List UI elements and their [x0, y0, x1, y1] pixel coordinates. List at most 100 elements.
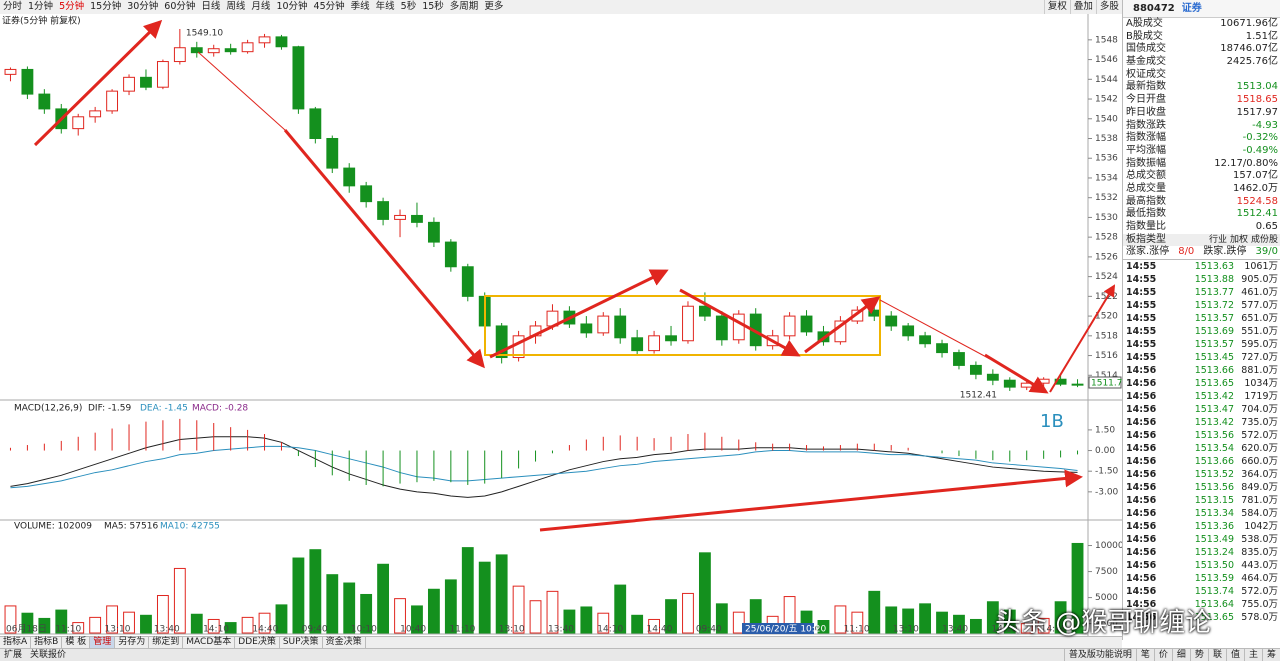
y-tick-label: 1518: [1095, 331, 1118, 341]
stat-value: 1518.65: [1236, 94, 1278, 106]
trade-cell: 14:55: [1126, 352, 1157, 364]
tab[interactable]: 管理: [90, 637, 116, 648]
status-button[interactable]: 主: [1243, 649, 1262, 661]
candle-body: [868, 309, 881, 317]
candle-body: [444, 241, 457, 268]
stat-row: 最低指数 1512.41: [1123, 208, 1280, 221]
candle-body: [1071, 383, 1084, 386]
trade-cell: 14:56: [1126, 430, 1157, 442]
period-button[interactable]: 45分钟: [313, 1, 345, 12]
trade-cell: 14:56: [1126, 495, 1157, 507]
volume-bar: [1071, 542, 1084, 634]
y-tick-label: 1546: [1095, 55, 1118, 65]
trade-row: 14:56 1513.65 578.0万: [1123, 611, 1280, 624]
period-button[interactable]: 年线: [375, 1, 395, 12]
chart-title: VOLUME: 102009: [14, 522, 92, 532]
volume-bar: [241, 616, 254, 634]
tab[interactable]: MACD基本: [183, 637, 236, 648]
tab[interactable]: 模 板: [62, 637, 91, 648]
stat-label: 基金成交: [1126, 56, 1166, 68]
period-button[interactable]: 分时: [3, 1, 23, 12]
stat-value: 1513.04: [1236, 81, 1278, 93]
trade-row: 14:56 1513.24 835.0万: [1123, 546, 1280, 559]
subtab[interactable]: 关联报价: [30, 650, 67, 660]
tab[interactable]: 另存为: [115, 637, 150, 648]
chart-title: 证券(5分钟 前复权): [2, 15, 81, 27]
period-button[interactable]: 多周期: [449, 1, 479, 12]
status-button[interactable]: 联: [1207, 649, 1226, 661]
volume-bar: [326, 574, 339, 634]
stat-label: 权证成交: [1126, 68, 1166, 80]
status-button[interactable]: 价: [1153, 649, 1172, 661]
action-button[interactable]: 叠加: [1069, 0, 1096, 14]
type-option[interactable]: 行业: [1208, 234, 1227, 245]
period-button[interactable]: 15秒: [422, 1, 444, 12]
action-button[interactable]: 复权: [1043, 0, 1070, 14]
volume-bar: [919, 603, 932, 634]
period-button[interactable]: 15分钟: [90, 1, 122, 12]
trade-cell: 1513.66: [1194, 365, 1234, 377]
trade-cell: 1513.64: [1194, 599, 1234, 611]
status-button[interactable]: 势: [1189, 649, 1208, 661]
x-tick-label: 13:40: [548, 625, 574, 635]
volume-bar: [885, 606, 898, 634]
volume-bar: [851, 611, 864, 634]
period-button[interactable]: 10分钟: [276, 1, 308, 12]
period-button[interactable]: 更多: [484, 1, 504, 12]
tab[interactable]: DDE决策: [235, 637, 280, 648]
period-button[interactable]: 月线: [251, 1, 271, 12]
status-button[interactable]: 笔: [1135, 649, 1154, 661]
trade-cell: 14:56: [1126, 391, 1157, 403]
panel-header: 880472 证券: [1123, 0, 1280, 18]
candle-body: [190, 47, 203, 54]
tab[interactable]: 指标B: [31, 637, 63, 648]
tab[interactable]: 指标A: [0, 637, 32, 648]
trade-cell: 14:56: [1126, 456, 1157, 468]
y-tick-label: 5000: [1095, 593, 1118, 603]
macd-line: [10, 436, 1078, 498]
period-button[interactable]: 5秒: [400, 1, 417, 12]
trade-cell: 835.0万: [1241, 547, 1278, 559]
subtab[interactable]: 扩展: [4, 650, 23, 660]
volume-bar: [89, 616, 102, 634]
stat-label: A股成交: [1126, 18, 1163, 29]
trade-cell: 14:55: [1126, 339, 1157, 351]
volume-bar: [986, 601, 999, 634]
x-tick-label: 13:10: [105, 625, 131, 635]
trade-row: 14:55 1513.88 905.0万: [1123, 273, 1280, 286]
volume-bar: [258, 612, 271, 634]
stat-row: 指数涨跌 -4.93: [1123, 120, 1280, 133]
tab[interactable]: SUP决策: [280, 637, 323, 648]
candle-body: [411, 214, 423, 223]
type-option[interactable]: 加权: [1229, 234, 1248, 245]
macd-line: [10, 445, 1078, 489]
period-button[interactable]: 60分钟: [164, 1, 196, 12]
y-tick-label: -3.00: [1095, 487, 1119, 497]
trade-cell: 1513.54: [1194, 443, 1234, 455]
trade-cell: 1719万: [1244, 391, 1278, 403]
period-button[interactable]: 5分钟: [59, 1, 85, 12]
volume-bar: [580, 606, 593, 634]
status-button[interactable]: 值: [1225, 649, 1244, 661]
status-button[interactable]: 细: [1171, 649, 1190, 661]
status-button[interactable]: 普及版功能说明: [1063, 649, 1136, 661]
trade-cell: 14:55: [1126, 326, 1157, 338]
candle-body: [394, 214, 406, 220]
action-button[interactable]: 多股: [1095, 0, 1122, 14]
candle-body: [207, 48, 220, 54]
y-tick-label: 1516: [1095, 351, 1118, 361]
period-button[interactable]: 1分钟: [28, 1, 54, 12]
period-button[interactable]: 季线: [350, 1, 370, 12]
type-option[interactable]: 成份股: [1250, 234, 1278, 245]
stat-label: 最新指数: [1126, 81, 1166, 93]
candle-body: [72, 116, 85, 130]
candle-body: [4, 68, 17, 75]
tab[interactable]: 资金决策: [323, 637, 366, 648]
trade-cell: 443.0万: [1241, 560, 1278, 572]
period-button[interactable]: 周线: [226, 1, 246, 12]
status-button[interactable]: 筹: [1261, 649, 1280, 661]
volume-bar: [343, 582, 356, 634]
tab[interactable]: 绑定到: [149, 637, 184, 648]
period-button[interactable]: 30分钟: [127, 1, 159, 12]
period-button[interactable]: 日线: [201, 1, 221, 12]
